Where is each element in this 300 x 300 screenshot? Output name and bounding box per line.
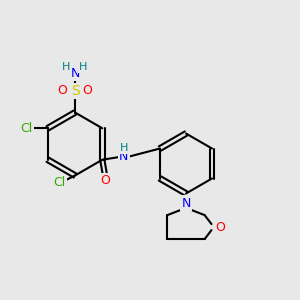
Text: Cl: Cl (53, 176, 65, 190)
Text: N: N (119, 150, 129, 163)
Text: S: S (70, 84, 80, 98)
Text: N: N (70, 67, 80, 80)
Text: O: O (83, 84, 92, 98)
Text: N: N (181, 196, 191, 210)
Text: O: O (58, 84, 67, 98)
Text: H: H (79, 62, 88, 72)
Text: O: O (100, 174, 110, 187)
Text: O: O (215, 220, 225, 234)
Text: H: H (120, 143, 128, 153)
Text: Cl: Cl (21, 122, 33, 135)
Text: H: H (62, 62, 70, 72)
